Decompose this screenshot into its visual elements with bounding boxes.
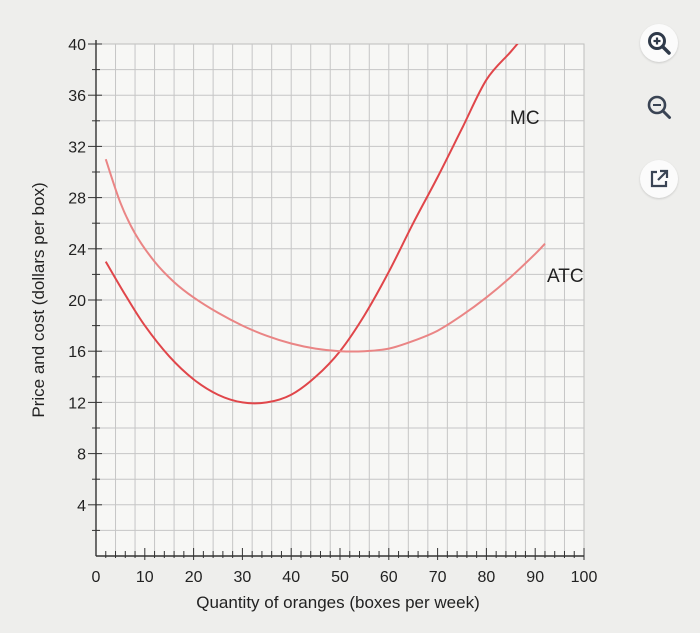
axis-layer: 0 10 20 30 40 50 60 70 80 90 100 4 8 12 16 20 24 28 32 36 40… [29, 37, 597, 612]
y-tick-label: 4 [77, 498, 86, 515]
label-layer: MC ATC [510, 108, 584, 287]
mc-curve [104, 44, 519, 405]
y-tick-label: 32 [68, 139, 86, 156]
x-tick-label: 20 [185, 569, 203, 586]
y-tick-label: 16 [68, 344, 86, 361]
grid-layer [95, 43, 585, 557]
x-tick-label: 90 [526, 569, 544, 586]
x-tick-label: 60 [380, 569, 398, 586]
x-tick-label: 50 [331, 569, 349, 586]
y-tick-label: 24 [68, 242, 86, 259]
popout-button[interactable] [640, 160, 678, 198]
y-tick-label: 36 [68, 88, 86, 105]
atc-curve [104, 158, 546, 353]
y-axis-label: Price and cost (dollars per box) [29, 182, 48, 417]
zoom-in-icon [648, 32, 671, 55]
x-tick-label: 100 [571, 569, 598, 586]
atc-curve-label: ATC [547, 266, 584, 287]
x-tick-label: 10 [136, 569, 154, 586]
x-tick-label: 40 [282, 569, 300, 586]
chart-area: 0 10 20 30 40 50 60 70 80 90 100 4 8 12 16 20 24 28 32 36 40… [29, 37, 597, 612]
y-tick-label: 40 [68, 37, 86, 54]
x-tick-label: 30 [234, 569, 252, 586]
chart-svg: 0 10 20 30 40 50 60 70 80 90 100 4 8 12 16 20 24 28 32 36 40… [29, 37, 597, 612]
zoom-out-icon [647, 95, 671, 119]
x-axis-label: Quantity of oranges (boxes per week) [196, 593, 479, 612]
zoom-in-button[interactable] [640, 24, 678, 62]
series-layer [104, 44, 546, 405]
x-tick-label: 0 [92, 569, 101, 586]
y-tick-label: 12 [68, 395, 86, 412]
y-tick-label: 8 [77, 447, 86, 464]
mc-curve-label: MC [510, 108, 540, 129]
y-tick-label: 20 [68, 293, 86, 310]
external-link-icon [650, 169, 669, 188]
x-tick-label: 70 [429, 569, 447, 586]
x-tick-label: 80 [478, 569, 496, 586]
zoom-out-button[interactable] [640, 88, 678, 126]
y-tick-label: 28 [68, 191, 86, 208]
